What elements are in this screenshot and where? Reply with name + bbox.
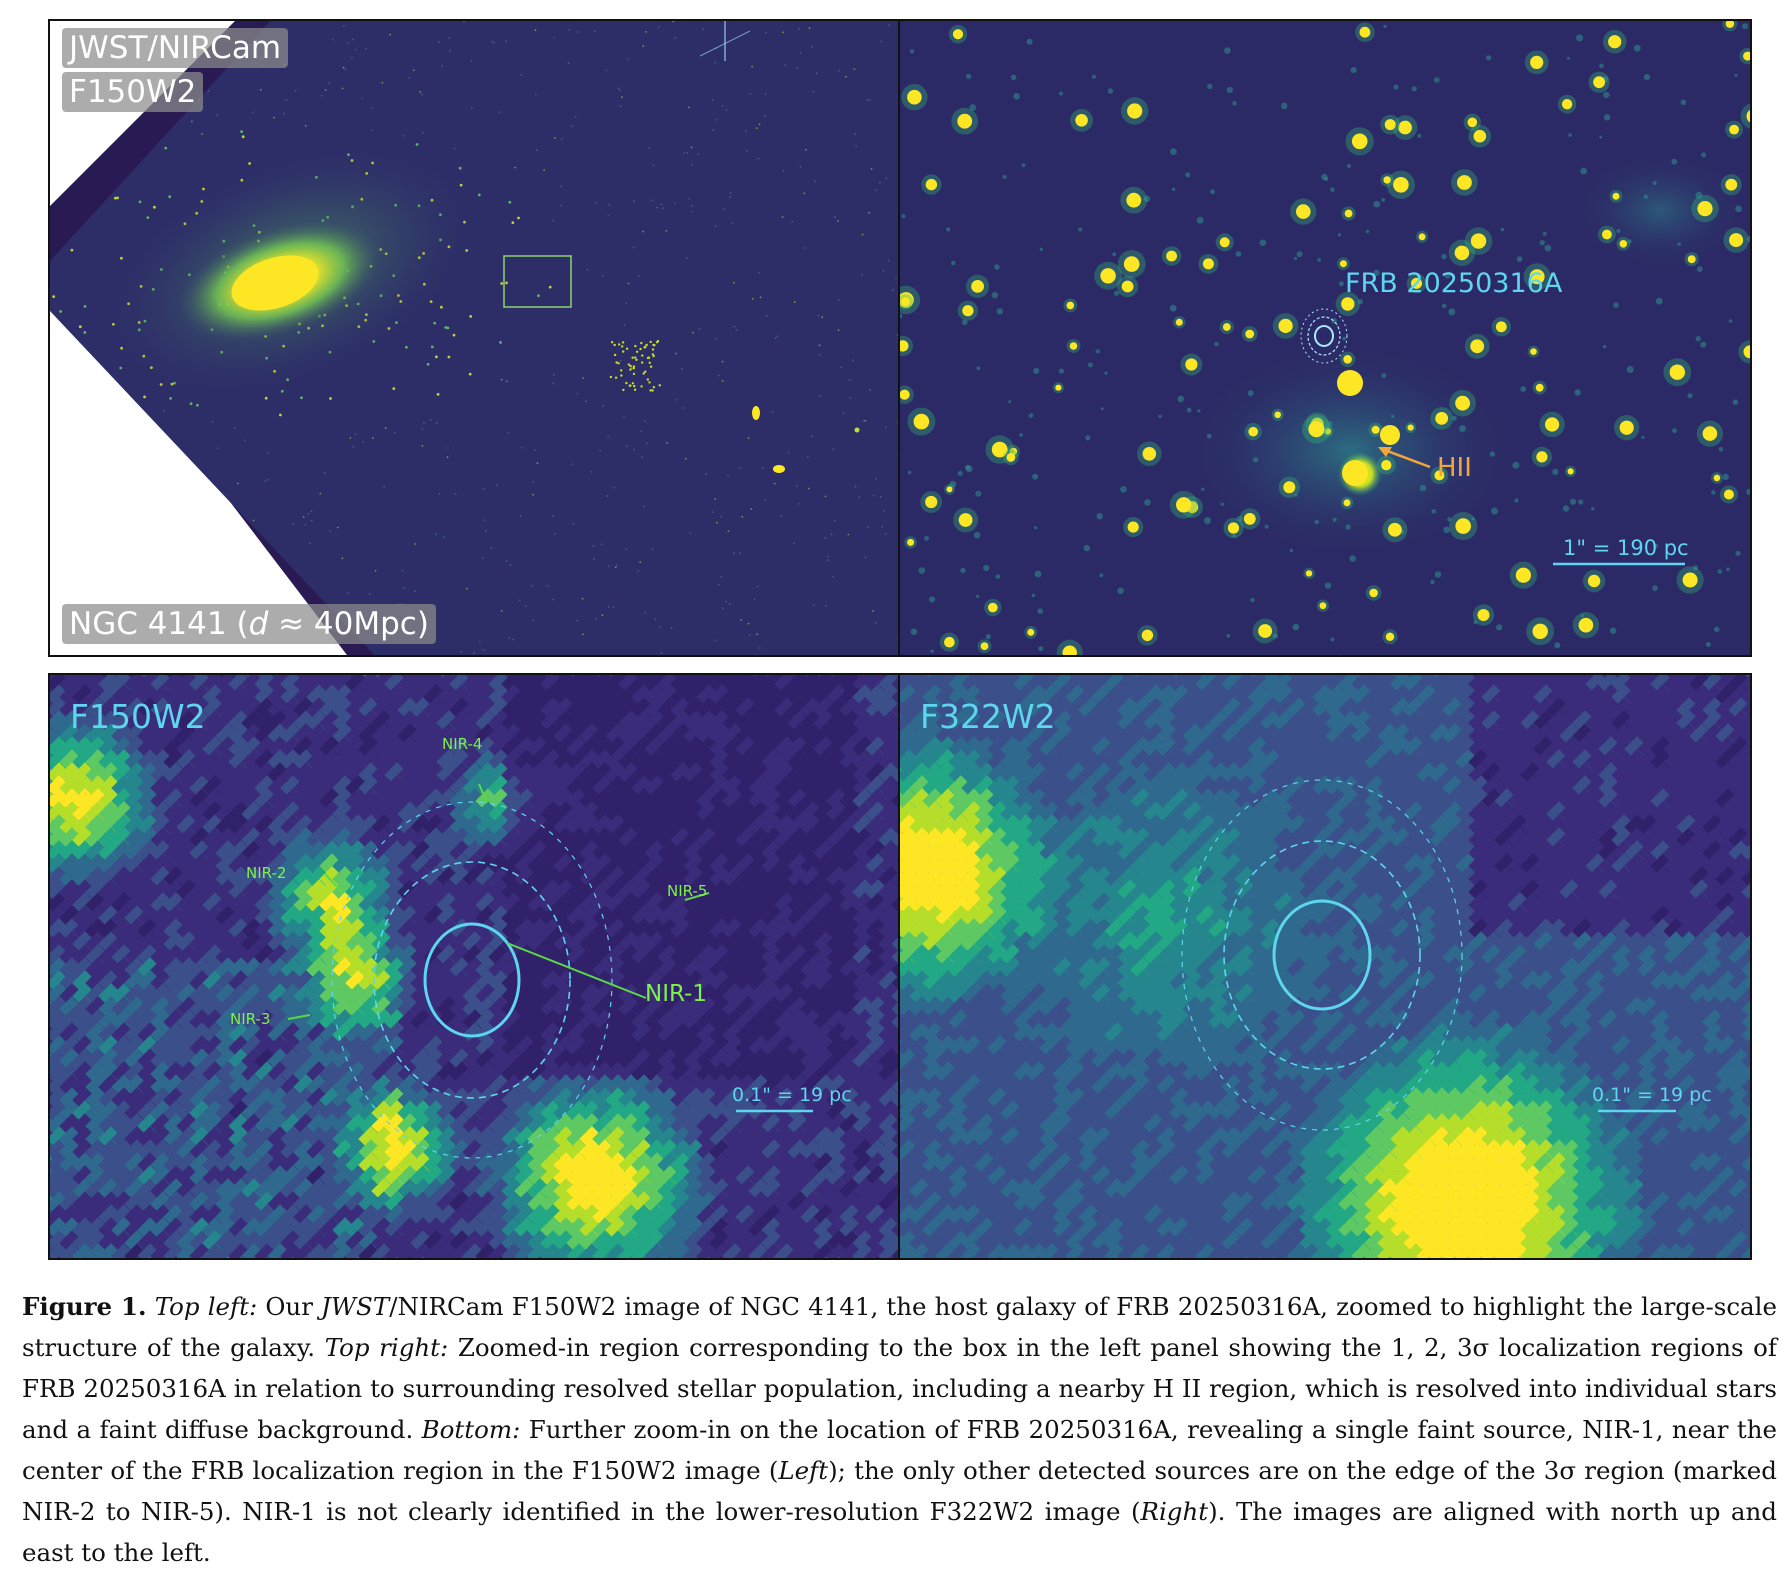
scale-bar-label: 1" = 190 pc <box>1563 536 1689 560</box>
caption-seg2: Our <box>257 1292 322 1321</box>
localization-ellipses <box>1181 779 1463 1131</box>
caption-seg12: ). The images are aligned with north up … <box>22 1497 1777 1567</box>
scale-bar-label: 0.1" = 19 pc <box>732 1084 852 1106</box>
f322w2-pixel-image <box>900 675 1750 1258</box>
target-label: NGC 4141 (d ≈ 40Mpc) <box>62 604 436 644</box>
panel-bottom-right-f322w2: F322W2 0.1" = 19 pc <box>898 673 1752 1260</box>
caption-seg3: JWST <box>321 1292 390 1321</box>
filter-label: F322W2 <box>920 697 1056 736</box>
panel-top-right-zoom: FRB 20250316A HII 1" = 190 pc <box>898 19 1752 657</box>
filter-label: F150W2 <box>70 697 206 736</box>
galaxy-image <box>50 21 898 655</box>
nir1-arrow <box>506 942 647 999</box>
caption-seg6: Zoomed-in region corresponding to the bo… <box>22 1333 1777 1444</box>
caption-seg9: Left <box>778 1456 829 1485</box>
panel-bottom-left-f150w2: F150W2 NIR-1 NIR-4 NIR-2 NIR-3 NIR-5 0.1… <box>48 673 900 1260</box>
nir2-label: NIR-2 <box>246 864 287 882</box>
pixel-blocks <box>50 675 898 1258</box>
caption-seg10: ); the only other detected sources are o… <box>22 1456 1777 1526</box>
scale-bar-label: 0.1" = 19 pc <box>1592 1084 1712 1106</box>
caption-seg4: /NIRCam F150W2 image of NGC 4141, the ho… <box>22 1292 1778 1362</box>
nir5-label: NIR-5 <box>667 882 708 900</box>
nir1-label: NIR-1 <box>645 981 707 1007</box>
caption-seg11: Right <box>1140 1497 1209 1526</box>
instrument-label: JWST/NIRCam <box>62 28 289 68</box>
localization-ellipses <box>331 801 613 1159</box>
resolved-stars <box>900 21 1750 655</box>
hii-label: HII <box>1437 453 1472 483</box>
caption-seg1: Top left: <box>154 1292 258 1321</box>
frb-label: FRB 20250316A <box>1345 268 1563 299</box>
filter-label: F150W2 <box>62 72 204 112</box>
caption-seg8: Further zoom-in on the location of FRB 2… <box>22 1415 1777 1485</box>
nir4-label: NIR-4 <box>442 735 483 753</box>
figure-caption: Figure 1. Top left: Our JWST/NIRCam F150… <box>22 1286 1777 1573</box>
zoom-region-box <box>503 255 572 308</box>
panel-top-left-galaxy-image: JWST/NIRCam F150W2 NGC 4141 (d ≈ 40Mpc) <box>48 19 900 657</box>
hii-arrow <box>1381 447 1431 469</box>
nir4-arrow <box>478 783 488 804</box>
nir3-arrow <box>287 1014 311 1020</box>
nir2-arrow <box>324 873 344 894</box>
nir5-arrow <box>684 892 710 901</box>
nir3-label: NIR-3 <box>230 1010 271 1028</box>
target-label-distance-var: d <box>248 606 269 642</box>
f150w2-pixel-image <box>50 675 898 1258</box>
pixel-blocks <box>900 675 1750 1258</box>
target-label-suffix: ≈ 40Mpc) <box>268 606 429 642</box>
figure-label: Figure 1. <box>22 1292 147 1321</box>
zoomed-stellar-field <box>900 21 1750 655</box>
caption-seg5: Top right: <box>324 1333 449 1362</box>
target-label-prefix: NGC 4141 ( <box>69 606 249 642</box>
caption-seg7: Bottom: <box>421 1415 521 1444</box>
frb-localization-regions <box>1300 308 1348 364</box>
